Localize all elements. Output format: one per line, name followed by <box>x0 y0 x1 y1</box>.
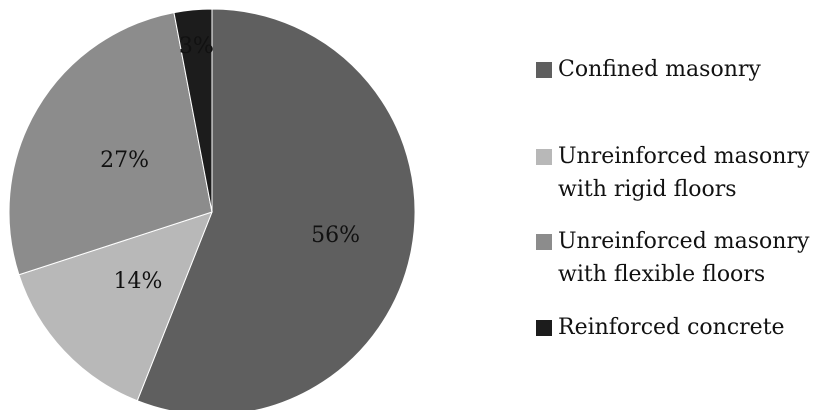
legend-swatch-unreinforced-flexible <box>536 234 552 250</box>
legend-item-unreinforced-flexible: Unreinforced masonry with flexible floor… <box>536 225 809 291</box>
legend-label-line: with rigid floors <box>558 177 737 202</box>
data-label-confined-masonry: 56% <box>311 223 360 248</box>
pie-data-labels: 56% 14% 27% 3% <box>100 34 360 294</box>
pie-slice-reinforced-concrete <box>173 8 213 213</box>
data-label-unreinforced-flexible: 27% <box>100 148 149 173</box>
legend-label-line: Confined masonry <box>558 57 761 82</box>
legend-label-reinforced-concrete: Reinforced concrete <box>558 311 785 344</box>
legend-item-confined-masonry: Confined masonry <box>536 53 761 86</box>
legend-label-unreinforced-flexible: Unreinforced masonry with flexible floor… <box>558 225 809 291</box>
legend-label-confined-masonry: Confined masonry <box>558 53 761 86</box>
pie-slices <box>8 8 416 410</box>
legend-item-reinforced-concrete: Reinforced concrete <box>536 311 785 344</box>
legend-label-unreinforced-rigid: Unreinforced masonry with rigid floors <box>558 140 809 206</box>
pie-slice-unreinforced-flexible <box>8 12 213 276</box>
legend-swatch-confined-masonry <box>536 62 552 78</box>
legend-label-line: with flexible floors <box>558 262 766 287</box>
chart-legend: Confined masonry Unreinforced masonry wi… <box>536 0 827 410</box>
legend-swatch-reinforced-concrete <box>536 320 552 336</box>
legend-label-line: Unreinforced masonry <box>558 229 810 254</box>
data-label-unreinforced-rigid: 14% <box>114 269 163 294</box>
pie-slice-confined-masonry <box>136 8 416 410</box>
data-label-reinforced-concrete: 3% <box>179 34 214 59</box>
legend-item-unreinforced-rigid: Unreinforced masonry with rigid floors <box>536 140 809 206</box>
legend-swatch-unreinforced-rigid <box>536 149 552 165</box>
legend-label-line: Reinforced concrete <box>558 315 785 340</box>
legend-label-line: Unreinforced masonry <box>558 144 810 169</box>
